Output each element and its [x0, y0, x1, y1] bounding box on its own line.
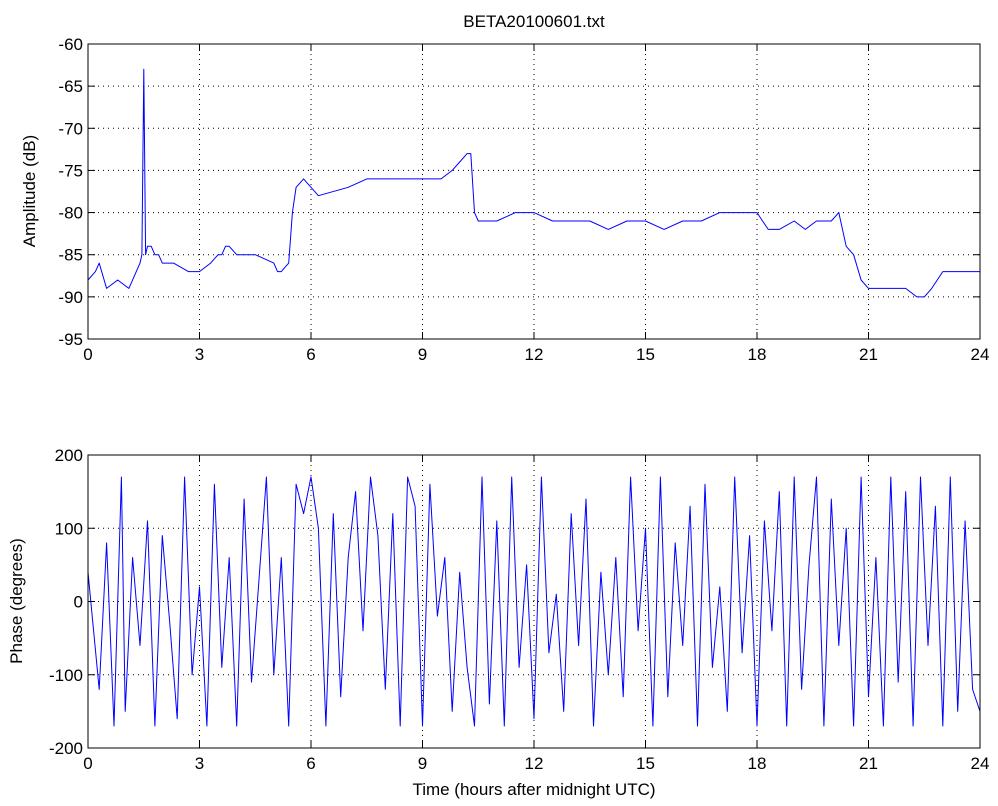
phase-xtick-label: 12 [525, 754, 544, 773]
phase-ytick-label: 0 [74, 593, 83, 612]
amplitude-ylabel: Amplitude (dB) [20, 135, 39, 247]
amplitude-xtick-label: 0 [83, 345, 92, 364]
amplitude-ytick-label: -90 [58, 288, 83, 307]
amplitude-ytick-label: -80 [58, 204, 83, 223]
amplitude-xtick-label: 24 [971, 345, 990, 364]
phase-series-line [87, 476, 981, 727]
phase-xtick-label: 9 [418, 754, 427, 773]
phase-grid [88, 455, 980, 748]
amplitude-series-line [87, 68, 980, 298]
phase-xlabel: Time (hours after midnight UTC) [412, 780, 655, 799]
phase-ticks: 0 3 6 9 12 15 18 21 24 -200 -100 0 100 200 [49, 446, 989, 773]
chart-title: BETA20100601.txt [463, 12, 605, 31]
amplitude-xtick-label: 9 [418, 345, 427, 364]
phase-ytick-label: -100 [49, 666, 83, 685]
amplitude-ytick-label: -70 [58, 119, 83, 138]
amplitude-ytick-label: -75 [58, 161, 83, 180]
phase-xtick-label: 18 [748, 754, 767, 773]
amplitude-panel: BETA20100601.txt 0 3 6 9 12 15 18 21 24 -95 -90 -85… [20, 12, 989, 364]
amplitude-ytick-label: -65 [58, 77, 83, 96]
phase-panel: 0 3 6 9 12 15 18 21 24 -200 -100 0 100 200 Phase (deg… [7, 446, 989, 799]
amplitude-xtick-label: 12 [525, 345, 544, 364]
phase-xtick-label: 0 [83, 754, 92, 773]
amplitude-series [87, 68, 980, 298]
amplitude-xtick-label: 15 [636, 345, 655, 364]
phase-xtick-label: 6 [306, 754, 315, 773]
amplitude-xtick-label: 3 [195, 345, 204, 364]
amplitude-xtick-label: 6 [306, 345, 315, 364]
phase-xtick-label: 24 [971, 754, 990, 773]
amplitude-ytick-label: -85 [58, 246, 83, 265]
amplitude-xtick-label: 21 [859, 345, 878, 364]
phase-ytick-label: -200 [49, 739, 83, 758]
amplitude-ytick-label: -60 [58, 35, 83, 54]
phase-ytick-label: 100 [55, 519, 83, 538]
amplitude-xtick-label: 18 [748, 345, 767, 364]
phase-xtick-label: 15 [636, 754, 655, 773]
phase-xtick-label: 21 [859, 754, 878, 773]
phase-ylabel: Phase (degrees) [7, 538, 26, 664]
amplitude-ticks: 0 3 6 9 12 15 18 21 24 -95 -90 -85 -80 -75 -70 -65 -60 [58, 35, 989, 364]
phase-xtick-label: 3 [195, 754, 204, 773]
phase-series [87, 476, 981, 727]
amplitude-ytick-label: -95 [58, 330, 83, 349]
amplitude-grid [88, 44, 980, 339]
phase-ytick-label: 200 [55, 446, 83, 465]
